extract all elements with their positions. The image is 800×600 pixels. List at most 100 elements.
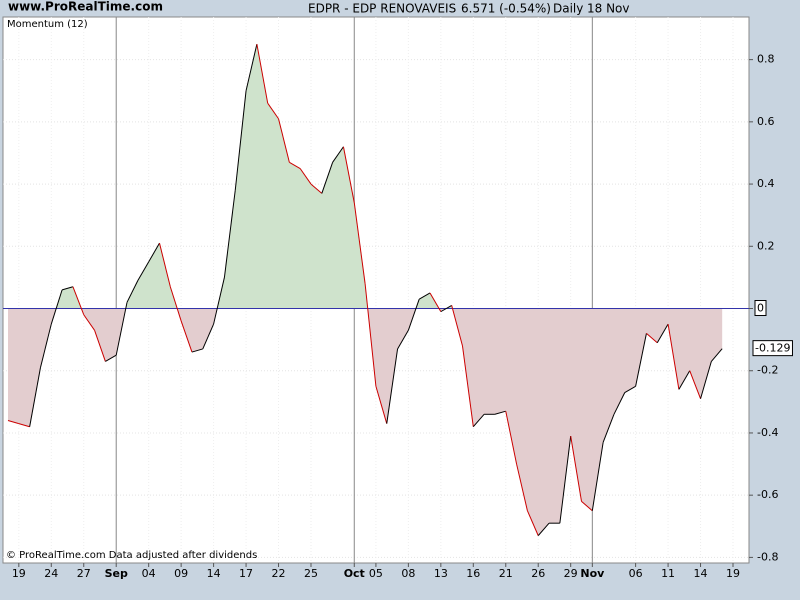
line-segment	[137, 261, 150, 281]
x-tick-label: Nov	[580, 567, 605, 580]
period: Daily	[553, 2, 583, 16]
line-segment	[213, 277, 225, 325]
y-tick-label: -0.4	[757, 426, 778, 439]
line-segment	[375, 386, 388, 424]
line-segment	[537, 522, 550, 536]
footer: © ProRealTime.com Data adjusted after di…	[6, 550, 257, 561]
line-segment	[570, 435, 583, 502]
line-segment	[278, 118, 290, 163]
line-segment	[559, 436, 572, 524]
x-tick-label: 06	[629, 567, 643, 580]
y-tick-label: 0.8	[757, 53, 775, 66]
line-segment	[678, 370, 691, 390]
y-tick-label: 0.2	[757, 239, 775, 252]
line-segment	[148, 242, 160, 263]
x-tick-label: 11	[661, 567, 675, 580]
y-tick-label: 0	[757, 302, 764, 315]
line-segment	[461, 345, 474, 427]
x-tick-label: 09	[174, 567, 188, 580]
line-segment	[591, 442, 604, 511]
line-segment	[332, 146, 344, 163]
line-segment	[602, 414, 615, 443]
line-segment	[7, 420, 19, 425]
line-segment	[440, 304, 452, 313]
x-tick-label: 21	[499, 567, 513, 580]
line-segment	[342, 146, 355, 203]
last-value-label: -0.129	[755, 342, 790, 355]
line-segment	[364, 283, 377, 387]
x-tick-label: 25	[304, 567, 318, 580]
x-tick-label: 22	[272, 567, 286, 580]
line-segment	[256, 43, 269, 104]
line-segment	[289, 161, 301, 169]
line-segment	[83, 314, 95, 331]
line-segment	[353, 202, 366, 284]
line-segment	[39, 323, 52, 368]
line-segment	[105, 354, 117, 362]
line-segment	[115, 302, 128, 356]
line-segment	[50, 289, 63, 325]
line-segment	[299, 168, 312, 185]
x-tick-label: 08	[401, 567, 415, 580]
line-segment	[613, 392, 626, 415]
line-segment	[710, 348, 723, 362]
line-segment	[646, 333, 658, 344]
line-segment	[202, 323, 215, 350]
line-segment	[223, 190, 236, 278]
x-tick-label: 17	[239, 567, 253, 580]
line-segment	[18, 423, 30, 428]
date: 18 Nov	[587, 2, 630, 16]
line-segment	[191, 348, 203, 353]
x-tick-label: 14	[694, 567, 708, 580]
site[interactable]: www.ProRealTime.com	[8, 0, 163, 14]
x-tick-label: 04	[142, 567, 156, 580]
line-segment	[159, 243, 171, 287]
x-tick-label: 27	[77, 567, 91, 580]
line-segment	[267, 102, 279, 120]
x-tick-label: 14	[207, 567, 221, 580]
x-tick-label: 13	[434, 567, 448, 580]
x-tick-label: 29	[564, 567, 578, 580]
y-tick-label: -0.6	[757, 488, 778, 501]
symbol: EDPR - EDP RENOVAVEIS	[308, 2, 456, 16]
x-tick-label: 26	[531, 567, 545, 580]
last-value-box	[752, 340, 793, 357]
x-tick-label: 19	[726, 567, 740, 580]
x-tick-label: 19	[12, 567, 26, 580]
price: 6.571 (-0.54%)	[461, 2, 551, 16]
line-segment	[386, 348, 399, 424]
line-segment	[667, 323, 680, 390]
x-tick-label: 16	[466, 567, 480, 580]
line-segment	[310, 183, 323, 194]
x-tick-label: Sep	[105, 567, 128, 580]
line-segment	[94, 330, 106, 362]
line-segment	[656, 323, 669, 343]
y-tick-label: -0.8	[757, 550, 778, 563]
line-segment	[180, 320, 193, 353]
line-segment	[169, 286, 182, 322]
line-segment	[494, 410, 506, 415]
line-segment	[245, 43, 258, 91]
line-segment	[581, 501, 593, 512]
line-segment	[234, 90, 247, 191]
y-tick-label: 0.6	[757, 115, 775, 128]
x-tick-label: 24	[44, 567, 58, 580]
line-segment	[429, 292, 442, 312]
line-segment	[526, 510, 539, 536]
indicator-title: Momentum (12)	[7, 19, 88, 30]
line-segment	[635, 333, 647, 387]
negative-area	[8, 308, 723, 536]
line-segment	[407, 299, 420, 331]
y-tick-label: -0.2	[757, 364, 778, 377]
line-segment	[72, 286, 85, 315]
y-tick-label: 0.4	[757, 177, 775, 190]
line-segment	[516, 463, 528, 511]
line-segment	[397, 330, 409, 350]
line-segment	[689, 370, 702, 399]
line-segment	[29, 367, 41, 427]
line-segment	[451, 305, 463, 346]
line-segment	[505, 411, 518, 465]
line-segment	[624, 385, 636, 393]
line-segment	[321, 162, 334, 194]
